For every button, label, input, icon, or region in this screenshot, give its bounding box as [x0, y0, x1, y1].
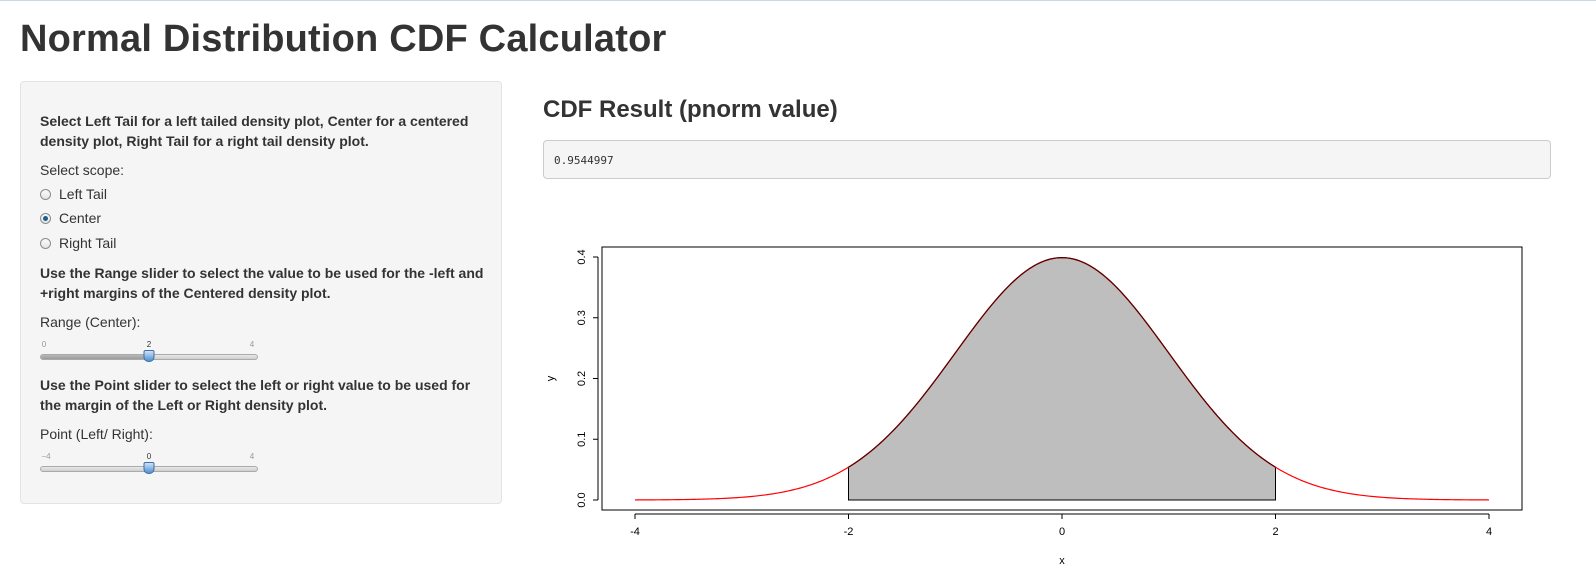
density-plot: -4 -2 0 2 4 0.0 0.1 0.2 0.3 0.4 x y: [545, 246, 1523, 567]
point-max-label: 4: [249, 452, 255, 461]
point-min-label: −4: [41, 452, 51, 461]
x-tick-label: -2: [844, 526, 854, 538]
radio-button-selected[interactable]: [40, 212, 51, 224]
range-value-label: 2: [146, 340, 152, 349]
x-tick-label: 4: [1486, 526, 1492, 538]
shaded-area: [848, 257, 1276, 501]
range-min-label: 0: [41, 340, 47, 349]
point-slider[interactable]: −4 0 4: [40, 452, 258, 486]
range-instructions: Use the Range slider to select the value…: [40, 265, 484, 301]
radio-label: Left Tail: [59, 186, 107, 202]
x-axis-label: x: [1059, 555, 1065, 567]
radio-label: Center: [59, 210, 102, 226]
scope-instructions: Select Left Tail for a left tailed densi…: [40, 113, 469, 149]
sidebar-panel: Select Left Tail for a left tailed densi…: [20, 81, 502, 504]
y-tick-label: 0.1: [576, 432, 588, 447]
radio-button[interactable]: [40, 188, 51, 200]
range-slider[interactable]: 0 2 4: [40, 340, 258, 374]
radio-left-tail[interactable]: Left Tail: [40, 184, 107, 204]
point-slider-handle[interactable]: [143, 462, 155, 474]
radio-label: Right Tail: [59, 235, 117, 251]
scope-label: Select scope:: [40, 162, 125, 178]
range-slider-handle[interactable]: [143, 350, 155, 362]
result-output: 0.9544997: [543, 140, 1551, 179]
x-axis: -4 -2 0 2 4: [630, 513, 1492, 538]
density-curve-shaded-part: [848, 257, 1276, 468]
y-tick-label: 0.3: [576, 310, 588, 325]
result-heading: CDF Result (pnorm value): [543, 96, 838, 123]
radio-center[interactable]: Center: [40, 208, 101, 228]
page-title: Normal Distribution CDF Calculator: [20, 18, 667, 60]
y-tick-label: 0.4: [576, 249, 588, 264]
y-axis-label: y: [545, 375, 557, 381]
y-tick-label: 0.0: [576, 492, 588, 507]
x-tick-label: 0: [1059, 526, 1065, 538]
radio-right-tail[interactable]: Right Tail: [40, 233, 116, 253]
range-label: Range (Center):: [40, 314, 141, 330]
radio-button[interactable]: [40, 237, 51, 249]
point-instructions: Use the Point slider to select the left …: [40, 377, 471, 413]
x-tick-label: -4: [630, 526, 640, 538]
top-border: [0, 0, 1596, 1]
point-value-label: 0: [146, 452, 152, 461]
range-max-label: 4: [249, 340, 255, 349]
range-slider-fill: [41, 355, 149, 359]
y-axis: 0.0 0.1 0.2 0.3 0.4: [576, 249, 599, 508]
x-tick-label: 2: [1272, 526, 1278, 538]
y-tick-label: 0.2: [576, 371, 588, 386]
point-label: Point (Left/ Right):: [40, 426, 153, 442]
plot-frame: [601, 246, 1523, 511]
